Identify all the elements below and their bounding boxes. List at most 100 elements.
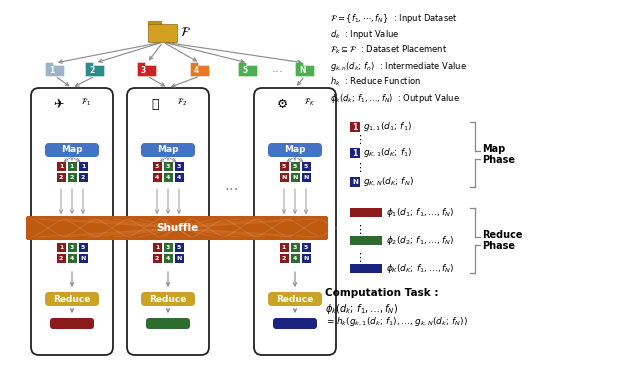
Text: N: N: [299, 66, 305, 75]
FancyBboxPatch shape: [31, 88, 113, 355]
Text: 4: 4: [166, 256, 170, 261]
Text: 1: 1: [282, 245, 286, 250]
FancyBboxPatch shape: [45, 143, 99, 157]
Bar: [79, 173, 88, 182]
Bar: [163, 243, 173, 252]
Text: $\phi_1(d_1;\, f_1, \ldots, f_N)$: $\phi_1(d_1;\, f_1, \ldots, f_N)$: [386, 206, 454, 219]
Text: N: N: [282, 175, 287, 180]
Text: ...: ...: [225, 177, 239, 193]
FancyBboxPatch shape: [127, 88, 209, 355]
Text: $g_{K,1}(d_K;\, f_1)$: $g_{K,1}(d_K;\, f_1)$: [363, 147, 412, 159]
Text: Reduce
Phase: Reduce Phase: [482, 230, 522, 251]
Text: N: N: [303, 256, 308, 261]
Text: $\phi_K(d_K;\, f_1, \ldots, f_N)$: $\phi_K(d_K;\, f_1, \ldots, f_N)$: [386, 262, 454, 275]
Text: $= h_k(g_{k,1}(d_k;\, f_1), \ldots, g_{k,N}(d_k;\, f_N))$: $= h_k(g_{k,1}(d_k;\, f_1), \ldots, g_{k…: [325, 315, 468, 328]
Bar: [291, 162, 300, 171]
Bar: [301, 254, 310, 263]
FancyBboxPatch shape: [45, 66, 64, 76]
Text: 3: 3: [155, 164, 159, 169]
Bar: [291, 243, 300, 252]
Text: Map: Map: [61, 146, 83, 155]
Text: 1: 1: [59, 164, 63, 169]
Bar: [175, 243, 184, 252]
Bar: [163, 162, 173, 171]
Bar: [301, 243, 310, 252]
Text: 5: 5: [293, 164, 297, 169]
Text: 4: 4: [293, 256, 297, 261]
Text: $\phi_k(d_k;\, f_1, \ldots, f_N)$: $\phi_k(d_k;\, f_1, \ldots, f_N)$: [325, 302, 398, 316]
Text: 1: 1: [155, 245, 159, 250]
Bar: [280, 162, 289, 171]
Text: $\mathcal{F}_2$: $\mathcal{F}_2$: [177, 96, 187, 108]
Text: 5: 5: [81, 245, 85, 250]
Bar: [79, 254, 88, 263]
Text: 5: 5: [177, 245, 181, 250]
Text: Map: Map: [284, 146, 306, 155]
FancyBboxPatch shape: [86, 66, 104, 76]
Text: ⚙: ⚙: [276, 98, 287, 111]
Text: 4: 4: [177, 175, 181, 180]
FancyBboxPatch shape: [296, 66, 314, 76]
Bar: [280, 243, 289, 252]
FancyBboxPatch shape: [254, 88, 336, 355]
Text: 4: 4: [194, 66, 199, 75]
Text: 2: 2: [59, 175, 63, 180]
Bar: [67, 243, 77, 252]
Bar: [350, 148, 360, 158]
FancyBboxPatch shape: [141, 143, 195, 157]
Text: 2: 2: [70, 175, 74, 180]
FancyBboxPatch shape: [45, 292, 99, 306]
Bar: [301, 162, 310, 171]
Text: 5: 5: [304, 164, 308, 169]
Text: N: N: [292, 175, 298, 180]
FancyBboxPatch shape: [50, 318, 94, 329]
Bar: [163, 254, 173, 263]
Bar: [350, 236, 382, 245]
Text: $g_{k,n}(d_k;\, f_n)\ $ : Intermediate Value: $g_{k,n}(d_k;\, f_n)\ $ : Intermediate V…: [330, 60, 467, 73]
Text: Computation Task :: Computation Task :: [325, 288, 438, 298]
Text: 3: 3: [166, 164, 170, 169]
Text: 5: 5: [282, 164, 286, 169]
FancyBboxPatch shape: [26, 216, 328, 240]
Text: 2: 2: [89, 66, 94, 75]
FancyBboxPatch shape: [148, 24, 177, 42]
Text: $\vdots$: $\vdots$: [354, 133, 362, 147]
Text: $\mathcal{F}$: $\mathcal{F}$: [180, 26, 191, 38]
Text: 4: 4: [70, 256, 74, 261]
Bar: [291, 254, 300, 263]
Text: 3: 3: [141, 66, 147, 75]
Text: N: N: [176, 256, 182, 261]
Text: $h_k\ $ : Reduce Function: $h_k\ $ : Reduce Function: [330, 76, 421, 88]
FancyBboxPatch shape: [138, 63, 145, 67]
FancyBboxPatch shape: [273, 318, 317, 329]
Text: $\vdots$: $\vdots$: [354, 223, 362, 237]
Text: 5: 5: [242, 66, 247, 75]
Bar: [79, 243, 88, 252]
Text: 2: 2: [282, 256, 286, 261]
FancyBboxPatch shape: [268, 143, 322, 157]
Text: 2: 2: [59, 256, 63, 261]
Text: Reduce: Reduce: [53, 294, 91, 303]
Text: ...: ...: [272, 62, 284, 76]
Bar: [350, 122, 360, 132]
Text: 1: 1: [70, 164, 74, 169]
Text: 1: 1: [353, 123, 358, 132]
FancyBboxPatch shape: [268, 292, 322, 306]
FancyBboxPatch shape: [148, 21, 161, 27]
Bar: [56, 254, 65, 263]
Text: 4: 4: [166, 175, 170, 180]
Text: N: N: [80, 256, 86, 261]
Text: $\mathcal{F}_k \subseteq \mathcal{F}\ $ : Dataset Placement: $\mathcal{F}_k \subseteq \mathcal{F}\ $ …: [330, 44, 447, 56]
Text: N: N: [352, 179, 358, 185]
Bar: [56, 162, 65, 171]
FancyBboxPatch shape: [45, 63, 53, 67]
Bar: [79, 162, 88, 171]
Text: Shuffle: Shuffle: [156, 223, 198, 233]
Bar: [152, 173, 161, 182]
Text: $\mathcal{F}_K$: $\mathcal{F}_K$: [303, 96, 314, 108]
Text: 1: 1: [353, 149, 358, 158]
Text: $\vdots$: $\vdots$: [354, 252, 362, 264]
Text: Map
Phase: Map Phase: [482, 144, 515, 165]
Text: $g_{K,N}(d_K;\, f_N)$: $g_{K,N}(d_K;\, f_N)$: [363, 176, 413, 188]
Bar: [152, 254, 161, 263]
